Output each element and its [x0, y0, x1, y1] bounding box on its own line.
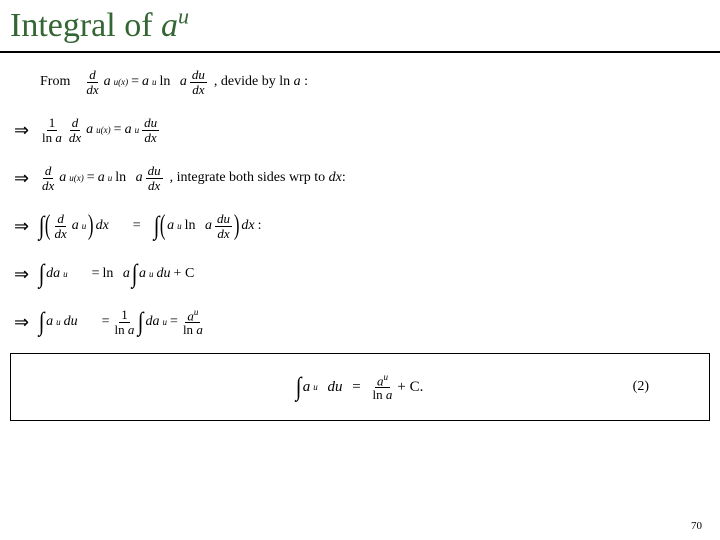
integral-icon: ∫: [132, 259, 138, 289]
frac-d-dx: ddx: [40, 164, 56, 192]
implies-icon: ⇒: [14, 168, 40, 189]
implies-icon: ⇒: [14, 120, 40, 141]
from-text: From: [40, 74, 70, 90]
math-line-3: ∫ ( ddx au ) dx = ∫ ( au ln a dudx ) dx …: [40, 210, 261, 242]
implies-icon: ⇒: [14, 264, 40, 285]
line-3: ⇒ ∫ ( ddx au ) dx = ∫ ( au ln a dudx ) d…: [14, 209, 706, 243]
frac-du-dx: dudx: [146, 164, 163, 192]
integral-icon: ∫: [39, 259, 45, 289]
boxed-formula: ∫ au du = auln a + C. (2): [10, 353, 710, 421]
title-bar: Integral of au: [0, 0, 720, 53]
line-0: From ddx au(x) = au ln a dudx , devide b…: [14, 65, 706, 99]
line-5: ⇒ ∫ audu = 1ln a ∫ dau = auln a: [14, 305, 706, 339]
frac-d-dx: ddx: [52, 212, 68, 240]
integral-icon: ∫: [39, 307, 45, 337]
frac-1-lna: 1ln a: [40, 116, 64, 144]
line-2: ⇒ ddx au(x) = au ln a dudx , integrate b…: [14, 161, 706, 195]
trail-0: , devide by ln a :: [214, 74, 308, 90]
content: From ddx au(x) = au ln a dudx , devide b…: [0, 53, 720, 339]
trail-2: , integrate both sides wrp to dx:: [170, 170, 346, 186]
frac-d-dx: ddx: [67, 116, 83, 144]
math-line-1: 1ln a ddx au(x) = au dudx: [40, 116, 159, 144]
implies-icon: ⇒: [14, 216, 40, 237]
page-title: Integral of au: [10, 7, 189, 44]
math-line-5: ∫ audu = 1ln a ∫ dau = auln a: [40, 307, 205, 337]
frac-du-dx: dudx: [215, 212, 232, 240]
frac-d-dx: ddx: [84, 68, 100, 96]
boxed-math: ∫ au du = auln a + C.: [297, 372, 424, 402]
line-1: ⇒ 1ln a ddx au(x) = au dudx: [14, 113, 706, 147]
frac-au-lna: auln a: [371, 373, 395, 403]
integral-icon: ∫: [153, 211, 159, 241]
implies-icon: ⇒: [14, 312, 40, 333]
page-number: 70: [691, 520, 702, 532]
math-line-2: ddx au(x) = au ln a dudx , integrate bot…: [40, 164, 346, 192]
math-line-0: From ddx au(x) = au ln a dudx , devide b…: [40, 68, 308, 96]
line-4: ⇒ ∫ dau = ln a ∫ audu + C: [14, 257, 706, 291]
title-pre: Integral of: [10, 7, 161, 44]
frac-du-dx: dudx: [190, 68, 207, 96]
integral-icon: ∫: [138, 307, 144, 337]
math-line-4: ∫ dau = ln a ∫ audu + C: [40, 259, 194, 289]
equation-number: (2): [633, 379, 649, 395]
frac-au-lna: auln a: [181, 308, 205, 338]
title-base: a: [161, 7, 178, 44]
integral-icon: ∫: [295, 372, 301, 402]
frac-du-dx: dudx: [142, 116, 159, 144]
frac-1-lna: 1ln a: [113, 308, 137, 336]
integral-icon: ∫: [39, 211, 45, 241]
title-sup: u: [178, 4, 189, 29]
